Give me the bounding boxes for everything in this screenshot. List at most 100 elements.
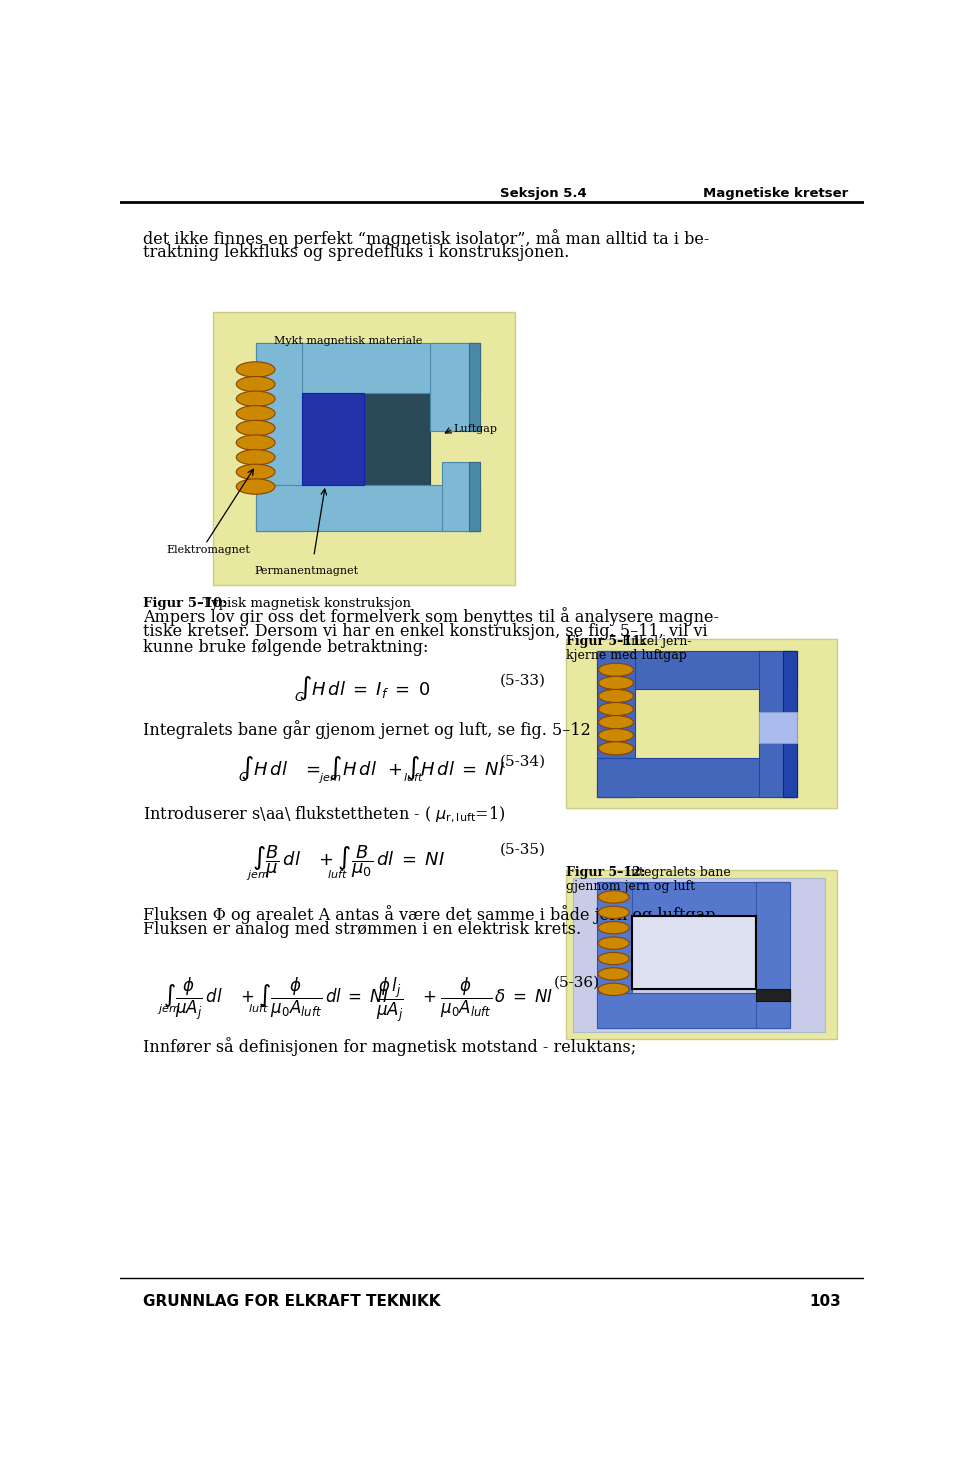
- Ellipse shape: [599, 689, 634, 702]
- Ellipse shape: [598, 953, 629, 965]
- Text: Figur 5–11:: Figur 5–11:: [565, 636, 645, 648]
- Ellipse shape: [599, 729, 634, 742]
- Text: $jern$: $jern$: [246, 867, 270, 882]
- Bar: [302, 392, 364, 485]
- Ellipse shape: [236, 391, 275, 407]
- Text: $jern$: $jern$: [157, 1002, 181, 1016]
- Bar: [442, 462, 480, 531]
- Ellipse shape: [598, 968, 629, 979]
- Text: kjerne med luftgap: kjerne med luftgap: [565, 649, 686, 662]
- Bar: [596, 785, 636, 796]
- Ellipse shape: [253, 406, 297, 422]
- Text: (5-36): (5-36): [554, 975, 600, 990]
- Text: $luft$: $luft$: [403, 771, 423, 783]
- Ellipse shape: [253, 376, 297, 392]
- Ellipse shape: [236, 406, 275, 420]
- Text: Luftgap: Luftgap: [453, 423, 497, 434]
- Ellipse shape: [599, 702, 634, 715]
- Bar: [565, 870, 837, 1040]
- Ellipse shape: [236, 376, 275, 392]
- Text: $\int H\,dl\; =\; I_f\; =\; 0$: $\int H\,dl\; =\; I_f\; =\; 0$: [299, 674, 430, 702]
- Text: $jern$: $jern$: [318, 771, 342, 786]
- Text: GRUNNLAG FOR ELKRAFT TEKNIKK: GRUNNLAG FOR ELKRAFT TEKNIKK: [143, 1294, 441, 1308]
- Bar: [782, 650, 797, 689]
- Text: Ampers lov gir oss det formelverk som benyttes til å analysere magne-: Ampers lov gir oss det formelverk som be…: [143, 606, 719, 625]
- Bar: [565, 639, 837, 808]
- Ellipse shape: [598, 984, 629, 996]
- Text: Seksjon 5.4: Seksjon 5.4: [500, 187, 587, 201]
- Text: kunne bruke følgende betraktning:: kunne bruke følgende betraktning:: [143, 639, 428, 656]
- Text: (5-35): (5-35): [500, 844, 545, 857]
- Text: $luft$: $luft$: [327, 867, 348, 879]
- Text: (5-34): (5-34): [500, 755, 546, 768]
- Bar: [213, 311, 516, 586]
- Ellipse shape: [236, 465, 275, 479]
- Bar: [596, 650, 794, 689]
- Text: $C$: $C$: [238, 771, 249, 785]
- Text: Fluksen Φ og arealet A antas å være det samme i både jern og luftgap.: Fluksen Φ og arealet A antas å være det …: [143, 904, 721, 923]
- Ellipse shape: [599, 677, 634, 689]
- Text: $+\;\int H\,dl\; =\; NI$: $+\;\int H\,dl\; =\; NI$: [388, 755, 506, 783]
- Bar: [596, 882, 790, 916]
- Ellipse shape: [598, 906, 629, 919]
- Ellipse shape: [598, 891, 629, 903]
- Text: det ikke finnes en perfekt “magnetisk isolator”, må man alltid ta i be-: det ikke finnes en perfekt “magnetisk is…: [143, 229, 709, 248]
- Bar: [255, 342, 302, 531]
- Text: traktning lekkfluks og spredefluks i konstruksjonen.: traktning lekkfluks og spredefluks i kon…: [143, 243, 569, 261]
- Bar: [596, 993, 790, 1028]
- Bar: [465, 342, 480, 392]
- Text: $luft$: $luft$: [248, 1002, 269, 1013]
- Bar: [632, 916, 756, 990]
- Text: gjennom jern og luft: gjennom jern og luft: [565, 881, 695, 892]
- Ellipse shape: [253, 391, 297, 407]
- Bar: [255, 516, 302, 531]
- Bar: [573, 878, 826, 1031]
- Text: $+\;\dfrac{\phi}{\mu_0 A_{luft}}\,\delta\; =\; NI$: $+\;\dfrac{\phi}{\mu_0 A_{luft}}\,\delta…: [422, 975, 554, 1019]
- Ellipse shape: [253, 463, 297, 481]
- Bar: [759, 743, 797, 796]
- Text: $=\;\int H\,dl$: $=\;\int H\,dl$: [302, 755, 377, 783]
- Text: Figur 5–12:: Figur 5–12:: [565, 866, 645, 879]
- Text: Introduserer s\aa\ flukstettheten - ( $\mu_{\mathrm{r,luft}}$=1): Introduserer s\aa\ flukstettheten - ( $\…: [143, 804, 506, 825]
- Bar: [255, 342, 476, 392]
- Ellipse shape: [253, 361, 297, 378]
- Ellipse shape: [598, 937, 629, 950]
- Ellipse shape: [599, 664, 634, 677]
- Bar: [302, 392, 430, 485]
- Ellipse shape: [236, 361, 275, 378]
- Ellipse shape: [253, 419, 297, 437]
- Text: Innfører så definisjonen for magnetisk motstand - reluktans;: Innfører så definisjonen for magnetisk m…: [143, 1037, 636, 1056]
- Text: Integralets bane går gjenom jernet og luft, se fig. 5–12: Integralets bane går gjenom jernet og lu…: [143, 720, 591, 739]
- Bar: [632, 916, 756, 990]
- Ellipse shape: [253, 434, 297, 451]
- Ellipse shape: [253, 448, 297, 466]
- Ellipse shape: [599, 715, 634, 729]
- Text: $\int \dfrac{\phi}{\mu A_j}\,dl$: $\int \dfrac{\phi}{\mu A_j}\,dl$: [162, 975, 223, 1022]
- Text: $C$: $C$: [295, 690, 305, 704]
- Bar: [782, 758, 797, 796]
- Text: Elektromagnet: Elektromagnet: [166, 546, 251, 556]
- Ellipse shape: [599, 742, 634, 755]
- Bar: [255, 485, 476, 531]
- Bar: [782, 743, 797, 796]
- Text: Fluksen er analog med strømmen i en elektrisk krets.: Fluksen er analog med strømmen i en elek…: [143, 920, 582, 938]
- Text: Figur 5–10:: Figur 5–10:: [143, 597, 228, 611]
- Text: Enkel jern-: Enkel jern-: [613, 636, 691, 648]
- Ellipse shape: [236, 450, 275, 465]
- Ellipse shape: [253, 478, 297, 496]
- Bar: [759, 712, 797, 743]
- Bar: [759, 650, 797, 712]
- Text: Permanentmagnet: Permanentmagnet: [254, 566, 358, 575]
- Bar: [756, 882, 790, 1028]
- Text: Typisk magnetisk konstruksjon: Typisk magnetisk konstruksjon: [194, 597, 411, 611]
- Text: Mykt magnetisk materiale: Mykt magnetisk materiale: [275, 336, 422, 347]
- Text: $\dfrac{\phi\, l_j}{\mu A_j}$: $\dfrac{\phi\, l_j}{\mu A_j}$: [375, 975, 403, 1024]
- Text: $\int \dfrac{B}{\mu}\,dl$: $\int \dfrac{B}{\mu}\,dl$: [252, 844, 300, 879]
- Text: Magnetiske kretser: Magnetiske kretser: [704, 187, 849, 201]
- Bar: [468, 462, 480, 531]
- Ellipse shape: [236, 435, 275, 450]
- Bar: [596, 882, 632, 1028]
- Text: $+\;\int \dfrac{B}{\mu_0}\,dl\; =\; NI$: $+\;\int \dfrac{B}{\mu_0}\,dl\; =\; NI$: [318, 844, 444, 879]
- Bar: [465, 485, 480, 531]
- Text: tiske kretser. Dersom vi har en enkel konstruksjon, se fig. 5–11, vil vi: tiske kretser. Dersom vi har en enkel ko…: [143, 622, 708, 640]
